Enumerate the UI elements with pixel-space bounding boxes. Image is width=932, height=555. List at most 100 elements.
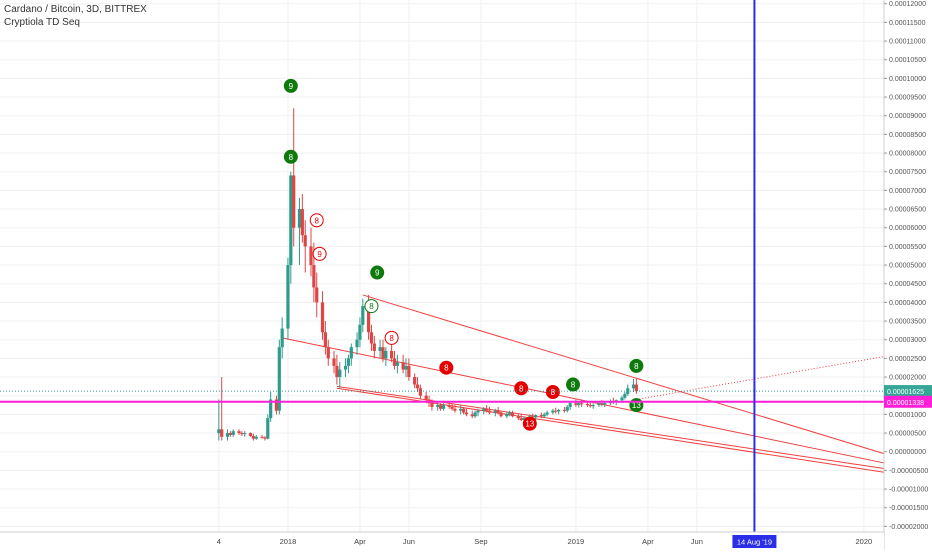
price-axis-label: 0.00007000 bbox=[889, 188, 926, 195]
candle-body bbox=[240, 433, 244, 435]
candle-body bbox=[505, 414, 509, 417]
trendline bbox=[282, 337, 885, 464]
td-marker-label: 8 bbox=[389, 334, 394, 343]
trendline bbox=[336, 385, 885, 470]
candle-body bbox=[338, 369, 342, 378]
price-axis-label: -0.00002000 bbox=[889, 524, 928, 531]
time-axis-label: Apr bbox=[642, 537, 654, 546]
candle-body bbox=[464, 412, 469, 415]
candle-body bbox=[597, 403, 601, 406]
candle-body bbox=[361, 306, 365, 325]
td-marker-circle bbox=[283, 149, 298, 164]
candle-body bbox=[277, 347, 281, 411]
td-marker-label: 8 bbox=[444, 364, 449, 373]
candle-body bbox=[326, 347, 330, 359]
candle-body bbox=[620, 397, 624, 401]
candle-body bbox=[320, 302, 325, 333]
price-axis[interactable]: 0.00012000 0.00011500 0.00011000 0.00010500… bbox=[883, 0, 932, 550]
candle-body bbox=[539, 415, 543, 417]
candle-body bbox=[438, 405, 443, 409]
time-axis-label: 2020 bbox=[855, 537, 872, 546]
candle-body bbox=[493, 410, 497, 413]
candle-body bbox=[574, 403, 578, 406]
trendline bbox=[362, 294, 885, 455]
td-marker-circle bbox=[545, 385, 560, 399]
td-markers: 9 8 8 9 9 8 8 8 8 8 13 8 8 13 bbox=[283, 78, 644, 431]
candle-body bbox=[269, 399, 273, 419]
candle-body bbox=[424, 395, 428, 400]
candle-body bbox=[263, 437, 267, 439]
price-axis-label: 0.00008500 bbox=[889, 132, 926, 139]
candle-body bbox=[487, 410, 492, 413]
candle-body bbox=[430, 403, 434, 407]
td-marker-circle bbox=[514, 381, 529, 396]
price-axis-label: -0.00001000 bbox=[889, 487, 928, 494]
candle-body bbox=[568, 403, 572, 407]
candle-body bbox=[580, 403, 584, 405]
td-marker-circle bbox=[384, 330, 399, 345]
td-marker-label: 8 bbox=[571, 381, 576, 390]
candle-body bbox=[562, 409, 566, 411]
price-axis-label: 0.00010500 bbox=[889, 57, 926, 64]
candle-body bbox=[372, 343, 376, 351]
candle-body bbox=[585, 403, 590, 406]
price-axis-label: 0.00006000 bbox=[889, 225, 926, 232]
candle-body bbox=[335, 365, 339, 378]
price-axis-label: 0.00000000 bbox=[889, 449, 926, 456]
candle-body bbox=[392, 358, 397, 366]
candle-body bbox=[225, 433, 230, 437]
price-axis-label: 0.00009500 bbox=[889, 95, 926, 102]
time-axis-label: 2019 bbox=[568, 537, 585, 546]
candle-body bbox=[401, 362, 405, 370]
candle-body bbox=[623, 393, 627, 398]
candle-body bbox=[531, 416, 535, 418]
candle-body bbox=[274, 399, 279, 411]
candle-body bbox=[384, 350, 388, 359]
candle-body bbox=[407, 365, 411, 378]
time-axis-label: 2018 bbox=[280, 537, 297, 546]
candle-body bbox=[231, 431, 235, 435]
price-axis-label: 0.00005000 bbox=[889, 263, 926, 270]
candle-body bbox=[254, 436, 258, 439]
candle-body bbox=[415, 384, 420, 389]
candle-body bbox=[381, 347, 385, 359]
td-marker-label: 8 bbox=[634, 362, 639, 371]
td-marker-label: 9 bbox=[375, 269, 380, 278]
candle-body bbox=[470, 414, 474, 417]
td-marker-label: 8 bbox=[551, 388, 556, 397]
candle-body bbox=[441, 405, 446, 409]
candle-body bbox=[303, 235, 307, 247]
date-tag bbox=[732, 535, 777, 548]
candle-body bbox=[591, 405, 595, 407]
price-axis-label: 0.00008000 bbox=[889, 151, 926, 158]
candle-body bbox=[243, 433, 247, 435]
time-axis-label: Jun bbox=[691, 537, 703, 546]
candle-body bbox=[260, 436, 264, 438]
date-tag-label: 14 Aug '19 bbox=[737, 538, 772, 547]
current-price-label: 0.00001625 bbox=[887, 389, 924, 396]
price-axis-label: 0.00003500 bbox=[889, 319, 926, 326]
candle-body bbox=[450, 406, 454, 409]
time-axis-background bbox=[0, 532, 884, 550]
price-axis-label: 0.00010000 bbox=[889, 76, 926, 83]
candle-body bbox=[343, 365, 348, 370]
candle-body bbox=[631, 384, 636, 389]
td-marker-circle bbox=[439, 360, 454, 375]
candles bbox=[217, 108, 638, 441]
candle-body bbox=[510, 412, 515, 417]
candle-body bbox=[545, 412, 549, 415]
td-marker-label: 13 bbox=[632, 401, 641, 410]
candle-body bbox=[228, 433, 232, 435]
candle-body bbox=[542, 414, 546, 417]
candle-body bbox=[309, 246, 313, 266]
level-price-label: 0.00001338 bbox=[887, 400, 924, 407]
time-axis[interactable]: 4 2018 Apr Jun Sep 2019 Apr Jun 2020 14 Aug '19 bbox=[0, 531, 884, 550]
candle-body bbox=[551, 410, 555, 413]
price-axis-label: 0.00009000 bbox=[889, 113, 926, 120]
candle-body bbox=[508, 412, 512, 415]
candle-body bbox=[378, 347, 382, 351]
candle-body bbox=[577, 403, 581, 406]
candle-body bbox=[519, 418, 523, 420]
td-marker-circle bbox=[309, 213, 324, 228]
